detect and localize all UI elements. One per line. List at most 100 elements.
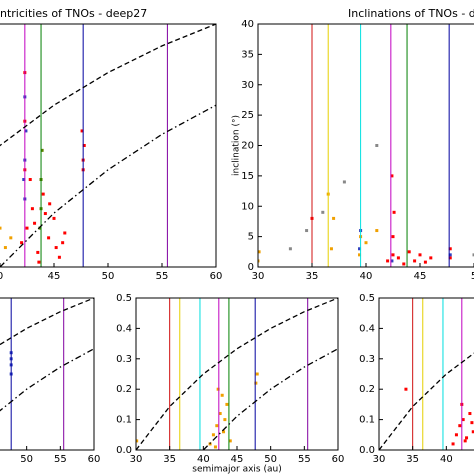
point [57,255,61,259]
x-tick-label: 5 [471,271,474,282]
x-tick-label: 50 [264,454,277,465]
curve [0,104,216,267]
point [25,226,29,230]
point [358,253,362,257]
y-tick-label: 0.4 [116,323,132,334]
point [451,442,455,446]
point [402,262,406,266]
plot-area [0,298,94,450]
x-tick-label: 35 [406,454,419,465]
y-tick-label: 0.1 [116,415,132,426]
axes-frame [0,23,217,268]
x-tick-label: 30 [252,271,265,282]
plot-area [258,24,474,267]
y-tick-label: 0.5 [359,293,375,304]
point [386,259,390,263]
point [392,210,396,214]
point [216,387,220,391]
x-tick-label: 55 [54,454,67,465]
point [30,207,34,211]
curve [202,348,338,450]
point [423,260,427,264]
point [463,439,467,443]
point [41,192,45,196]
point [258,259,260,263]
x-tick-label: 40 [440,454,453,465]
plot-area [379,298,474,450]
y-tick-label: 35 [241,49,254,60]
point [225,402,229,406]
y-tick-label: 0.0 [359,445,375,456]
point [429,256,433,260]
plot-area [0,24,216,267]
chart-title: Inclinations of TNOs - deep [348,7,474,20]
point [48,202,52,206]
y-axis-label: inclination (°) [232,115,242,176]
x-tick-label: 55 [156,271,169,282]
x-tick-label: 45 [231,454,244,465]
point [215,424,219,428]
curve [379,352,474,450]
curve [136,298,338,450]
x-tick-label: 40 [197,454,210,465]
y-tick-label: 30 [241,80,254,91]
point [228,439,232,443]
point [342,180,346,184]
point [82,144,86,147]
point [136,439,139,443]
point [255,372,259,376]
x-tick-label: 60 [332,454,345,465]
point [448,247,452,251]
y-tick-label: 5 [248,232,254,243]
point [321,210,325,214]
point [3,246,7,250]
axes-frame [0,297,95,451]
point [24,129,28,133]
point [0,226,2,230]
x-tick-label: 30 [373,454,386,465]
point [418,253,422,257]
point [61,241,65,245]
x-tick-label: 50 [102,271,115,282]
point [332,216,336,220]
point [223,418,227,422]
point [20,241,24,245]
point [22,178,26,182]
chart-title: ntricities of TNOs - deep27 [0,7,147,20]
y-tick-label: 0 [248,262,254,273]
y-tick-label: 0.3 [359,354,375,365]
y-tick-label: 10 [241,201,254,212]
curve [0,298,94,346]
point [375,144,379,147]
x-tick-label: 60 [88,454,101,465]
y-tick-label: 0.2 [116,384,132,395]
curve [0,348,94,412]
point [40,148,44,152]
point [28,178,32,182]
point [461,418,465,422]
x-axis-label: semimajor axis (au) [192,465,281,474]
point [448,253,452,257]
point [258,250,261,254]
y-tick-label: 40 [241,19,254,30]
x-tick-label: 35 [306,271,319,282]
y-tick-label: 25 [241,110,254,121]
axes-frame [378,297,474,451]
point [468,412,472,416]
point [391,235,395,239]
x-tick-label: 30 [130,454,143,465]
x-tick-label: 55 [298,454,311,465]
point [458,424,462,428]
point [375,229,379,233]
point [358,247,362,251]
point [364,241,368,245]
x-tick-label: 45 [414,271,427,282]
point [288,247,292,251]
point [407,250,411,254]
x-tick-label: 60 [210,271,223,282]
curve [0,24,216,147]
point [43,212,47,216]
point [396,256,400,260]
point [465,436,469,440]
y-tick-label: 0.0 [116,445,132,456]
